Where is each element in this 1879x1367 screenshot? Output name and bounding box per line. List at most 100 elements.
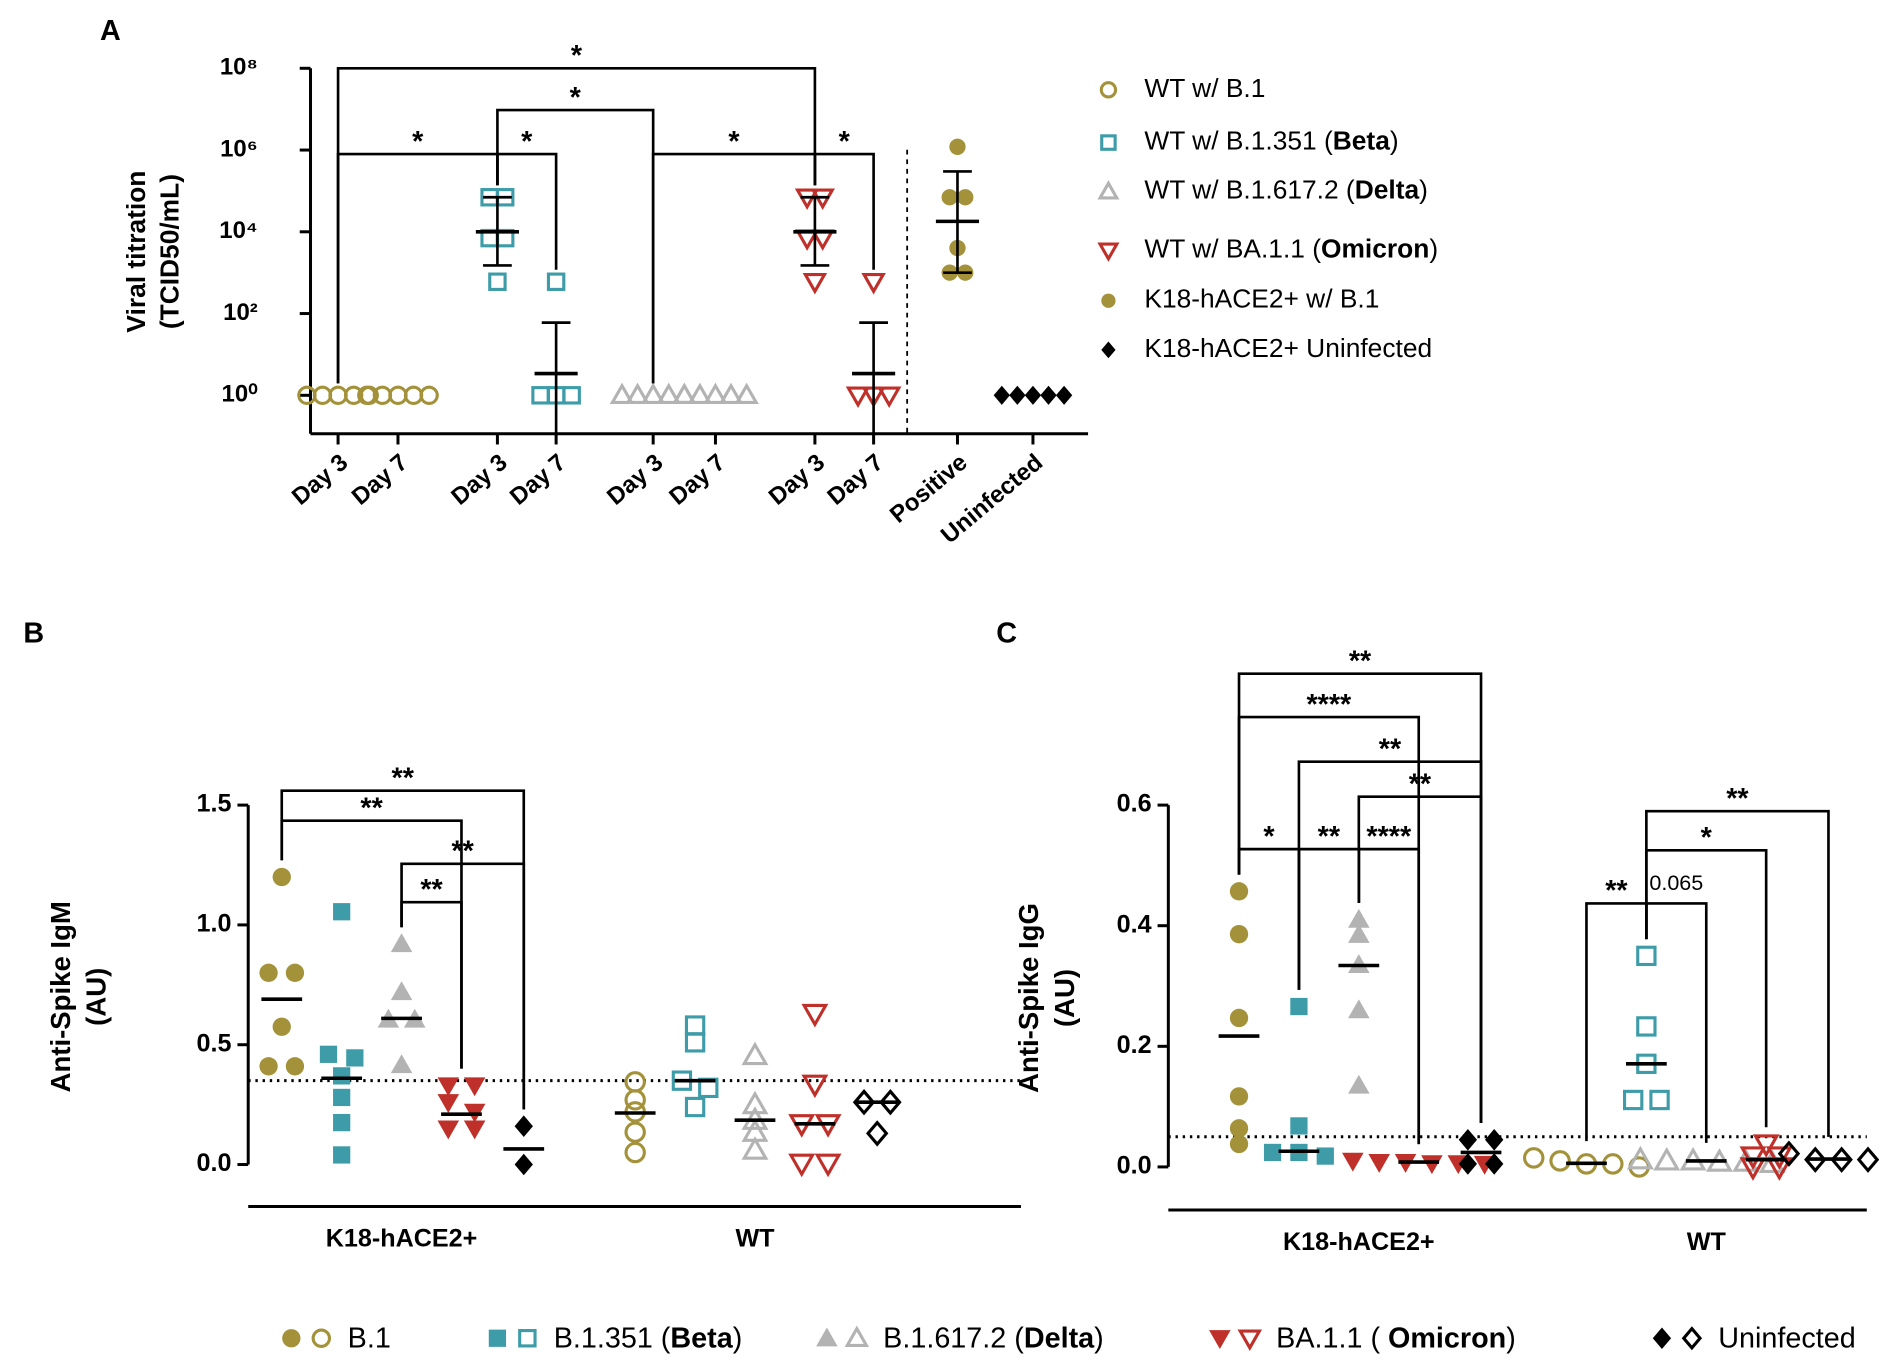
bracket-label: * <box>1263 821 1275 853</box>
legend-text: WT w/ B.1 <box>1144 73 1265 103</box>
point <box>562 386 581 405</box>
bracket <box>1297 760 1483 1124</box>
bracket <box>1237 847 1301 990</box>
legend-label: BA.1.1 ( Omicron) <box>1276 1322 1516 1354</box>
legend-text: Uninfected <box>1718 1322 1855 1354</box>
bracket <box>1237 715 1421 1145</box>
point <box>1653 1146 1681 1171</box>
point <box>1421 1155 1443 1175</box>
point <box>1649 1089 1670 1111</box>
bracket-label: ** <box>420 874 443 906</box>
legend-text: Omicron <box>1321 233 1429 263</box>
bracket-label: ** <box>1349 645 1372 677</box>
point <box>1804 1146 1827 1173</box>
legend-text: Delta <box>1355 175 1420 205</box>
point <box>333 1088 351 1107</box>
y-tick-label: 0.2 <box>1117 1031 1152 1059</box>
legend-text: ) <box>1419 175 1428 205</box>
bracket-label: ** <box>1379 733 1402 765</box>
x-tick-label: WT <box>1687 1228 1727 1256</box>
legend-text: Beta <box>670 1322 733 1354</box>
point <box>684 1032 706 1053</box>
bracket-label: ** <box>451 836 474 868</box>
point <box>624 1141 646 1164</box>
bracket-label: * <box>570 82 582 114</box>
point <box>1100 134 1117 151</box>
point <box>1237 1329 1263 1351</box>
bracket <box>400 862 526 1110</box>
legend-label: WT w/ B.1.351 (Beta) <box>1144 126 1398 156</box>
point <box>703 382 728 405</box>
point <box>1626 1145 1654 1170</box>
legend-text: ) <box>1390 126 1399 156</box>
bracket <box>1645 849 1768 1128</box>
point <box>941 189 958 206</box>
point <box>1229 1119 1249 1138</box>
point <box>1009 385 1026 405</box>
panel-label: A <box>100 15 121 47</box>
point <box>1777 1140 1801 1167</box>
bracket <box>813 152 875 270</box>
bracket <box>336 66 817 384</box>
point <box>1229 924 1249 944</box>
point <box>333 903 351 921</box>
point <box>684 1096 706 1118</box>
x-tick-label: K18-hACE2+ <box>1283 1228 1435 1256</box>
point <box>844 1325 870 1347</box>
bracket-label: **** <box>1306 689 1352 721</box>
point <box>285 963 305 982</box>
point <box>876 386 902 409</box>
legend-text: K18-hACE2+ Uninfected <box>1144 333 1432 363</box>
point <box>514 1115 533 1137</box>
point <box>437 1094 460 1114</box>
bracket <box>280 819 463 1069</box>
bracket-label: * <box>412 126 424 158</box>
panel-label: C <box>996 618 1017 650</box>
point <box>1652 1327 1672 1350</box>
bracket-label: ** <box>392 763 415 795</box>
point <box>285 1057 305 1076</box>
point <box>624 1089 646 1111</box>
legend-text: ) <box>733 1322 743 1354</box>
point <box>1316 1147 1334 1165</box>
point <box>531 386 550 405</box>
y-axis-title: (TCID50/mL) <box>154 174 184 329</box>
y-axis-title: (AU) <box>1049 969 1080 1027</box>
point <box>1348 908 1370 928</box>
legend-text: BA.1.1 ( <box>1276 1322 1388 1354</box>
point <box>390 981 413 1001</box>
point <box>1681 1326 1703 1351</box>
point <box>788 1153 816 1178</box>
point <box>463 1120 486 1140</box>
point <box>640 382 666 405</box>
point <box>656 382 682 405</box>
bracket-label: ** <box>360 792 383 824</box>
y-tick-label: 10⁰ <box>222 381 259 408</box>
legend-label: B.1.351 (Beta) <box>554 1322 743 1354</box>
point <box>333 1146 351 1164</box>
bracket-label: ** <box>1605 875 1628 907</box>
bracket-label: * <box>571 40 583 72</box>
point <box>624 1071 646 1093</box>
legend-text: B.1 <box>348 1322 391 1354</box>
point <box>1830 1146 1853 1173</box>
point <box>419 385 439 406</box>
bracket-label: * <box>728 126 740 158</box>
point <box>879 1089 902 1116</box>
point <box>672 382 697 405</box>
point <box>546 272 566 291</box>
x-tick-label: Day 3 <box>287 449 353 511</box>
point <box>1097 242 1120 262</box>
point <box>282 1329 301 1348</box>
point <box>687 382 713 405</box>
legend-text: WT w/ B.1.351 ( <box>1144 126 1333 156</box>
point <box>741 1041 769 1066</box>
point <box>718 382 744 405</box>
point <box>1097 180 1120 200</box>
bracket <box>1297 847 1361 990</box>
point <box>957 189 974 206</box>
y-tick-label: 10⁴ <box>219 217 258 244</box>
point <box>346 1049 364 1067</box>
